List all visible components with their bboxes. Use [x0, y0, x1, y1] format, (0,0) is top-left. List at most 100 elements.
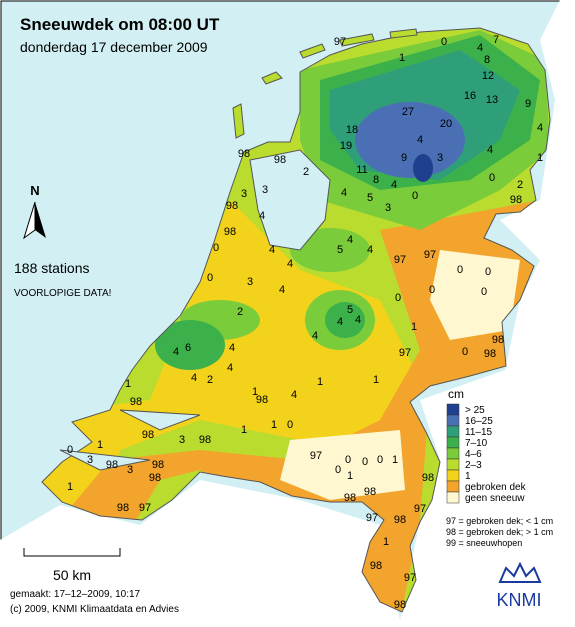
station-value: 1 [252, 386, 258, 398]
station-value: 0 [462, 346, 468, 358]
station-value: 97 [394, 254, 406, 266]
station-value: 3 [437, 152, 443, 164]
station-value: 98 [130, 396, 142, 408]
station-value: 97 [139, 502, 151, 514]
station-value: 4 [287, 258, 293, 270]
station-value: 98 [152, 459, 164, 471]
title: Sneeuwdek om 08:00 UT [20, 15, 220, 34]
station-value: 4 [341, 187, 347, 199]
scale-label: 50 km [53, 567, 91, 583]
station-value: 1 [392, 454, 398, 466]
station-value: 0 [287, 419, 293, 431]
station-value: 0 [207, 272, 213, 284]
station-value: 97 [334, 36, 346, 48]
legend-label: > 25 [465, 405, 485, 416]
station-value: 4 [417, 134, 423, 146]
station-value: 9 [525, 98, 531, 110]
stations-note: 188 stations [14, 260, 90, 276]
station-value: 2 [517, 179, 523, 191]
north-arrow-right [35, 202, 46, 238]
station-value: 0 [377, 454, 383, 466]
station-value: 97 [366, 512, 378, 524]
station-value: 98 [256, 394, 268, 406]
station-value: 16 [464, 90, 476, 102]
station-value: 4 [477, 42, 483, 54]
legend-label: 16–25 [465, 416, 493, 427]
station-value: 4 [391, 179, 397, 191]
station-value: 6 [185, 342, 191, 354]
station-value: 97 [310, 450, 322, 462]
station-value: 0 [335, 464, 341, 476]
station-value: 4 [367, 244, 373, 256]
station-value: 4 [347, 234, 353, 246]
station-value: 3 [179, 434, 185, 446]
legend-swatch [446, 425, 460, 438]
station-value: 98 [364, 486, 376, 498]
legend-swatch [446, 480, 460, 493]
station-value: 9 [401, 152, 407, 164]
legend-swatch [446, 469, 460, 482]
station-value: 98 [484, 348, 496, 360]
station-value: 4 [355, 314, 361, 326]
station-value: 98 [422, 472, 434, 484]
station-value: 0 [362, 456, 368, 468]
estuaries [59, 409, 201, 471]
station-value: 98 [394, 514, 406, 526]
station-value: 18 [346, 124, 358, 136]
logo-text: KNMI [497, 590, 542, 610]
station-value: 1 [411, 321, 417, 333]
scale-bar [23, 548, 121, 557]
station-value: 98 [224, 226, 236, 238]
station-value: 1 [347, 470, 353, 482]
legend-swatch [446, 414, 460, 427]
legend-note: 97 = gebroken dek; < 1 cm [446, 516, 553, 526]
station-value: 1 [97, 439, 103, 451]
station-value: 4 [279, 284, 285, 296]
station-value: 98 [492, 334, 504, 346]
station-value: 8 [373, 174, 379, 186]
station-value: 0 [429, 284, 435, 296]
station-value: 0 [485, 266, 491, 278]
station-value: 3 [262, 184, 268, 196]
station-value: 4 [191, 372, 197, 384]
station-value: 98 [226, 200, 238, 212]
preliminary-note: VOORLOPIGE DATA! [14, 288, 111, 299]
legend-label: 7–10 [465, 438, 488, 449]
station-value: 0 [489, 172, 495, 184]
station-value: 3 [241, 188, 247, 200]
station-value: 2 [237, 306, 243, 318]
station-value: 0 [67, 444, 73, 456]
station-value: 1 [399, 52, 405, 64]
station-value: 97 [404, 572, 416, 584]
station-value: 1 [241, 424, 247, 436]
station-value: 5 [347, 304, 353, 316]
legend-label: gebroken dek [465, 482, 527, 493]
station-value: 97 [414, 503, 426, 515]
station-value: 4 [227, 362, 233, 374]
station-value: 98 [199, 434, 211, 446]
station-value: 8 [484, 54, 490, 66]
station-value: 98 [142, 429, 154, 441]
station-value: 20 [440, 118, 452, 130]
footer-made: gemaakt: 17–12–2009, 10:17 [10, 589, 141, 600]
station-value: 1 [317, 376, 323, 388]
station-value: 3 [87, 454, 93, 466]
footer-copyright: (c) 2009, KNMI Klimaatdata en Advies [10, 604, 179, 615]
station-value: 4 [259, 210, 265, 222]
legend-swatch [446, 403, 460, 416]
station-value: 98 [510, 194, 522, 206]
station-value: 3 [385, 202, 391, 214]
station-value: 2 [303, 166, 309, 178]
station-value: 13 [486, 94, 498, 106]
station-value: 3 [127, 464, 133, 476]
station-value: 4 [229, 342, 235, 354]
station-value: 0 [441, 36, 447, 48]
station-value: 2 [207, 374, 213, 386]
station-value: 1 [125, 378, 131, 390]
legend-swatch [446, 458, 460, 471]
legend-label: 1 [465, 471, 471, 482]
legend-label: 2–3 [465, 460, 482, 471]
